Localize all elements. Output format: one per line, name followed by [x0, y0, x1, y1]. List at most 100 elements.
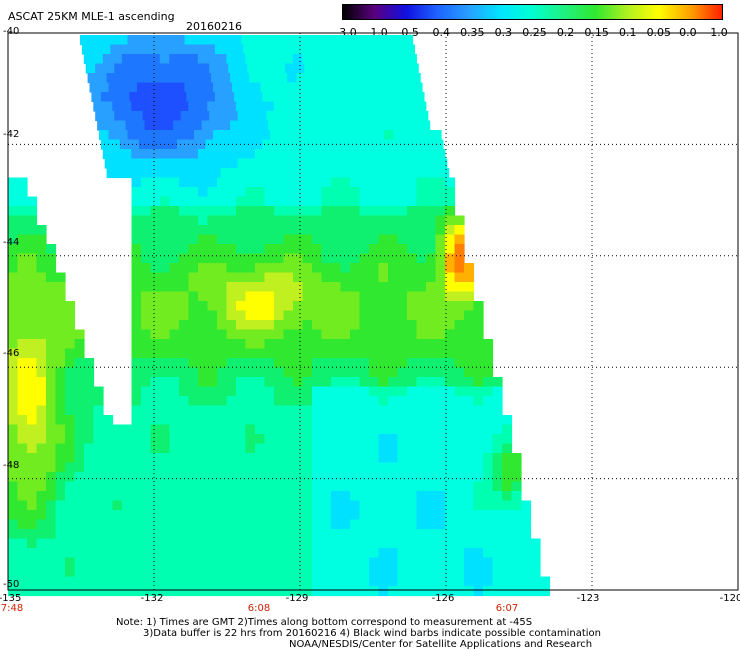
swath-cell	[46, 453, 57, 464]
swath-cell	[203, 82, 214, 93]
swath-cell	[264, 443, 275, 454]
swath-cell	[241, 130, 252, 141]
swath-cell	[36, 472, 47, 483]
swath-cell	[483, 519, 494, 530]
swath-cell	[350, 424, 361, 435]
swath-cell	[483, 415, 494, 426]
swath-cell	[350, 396, 361, 407]
swath-cell	[445, 453, 456, 464]
swath-cell	[17, 339, 28, 350]
swath-cell	[84, 358, 95, 369]
swath-cell	[156, 35, 167, 46]
swath-cell	[8, 177, 19, 188]
swath-cell	[255, 225, 266, 236]
swath-cell	[27, 510, 38, 521]
swath-cell	[435, 434, 446, 445]
swath-cell	[236, 310, 247, 321]
swath-cell	[74, 519, 85, 530]
swath-cell	[492, 481, 503, 492]
swath-cell	[55, 272, 66, 283]
swath-cell	[142, 111, 153, 122]
swath-cell	[264, 377, 275, 388]
swath-cell	[454, 415, 465, 426]
swath-cell	[311, 54, 322, 65]
swath-cell	[119, 92, 130, 103]
swath-cell	[327, 130, 338, 141]
swath-cell	[226, 424, 237, 435]
swath-cell	[369, 576, 380, 587]
swath-cell	[205, 44, 216, 55]
swath-cell	[406, 54, 417, 65]
swath-cell	[407, 377, 418, 388]
swath-cell	[179, 396, 190, 407]
swath-cell	[17, 424, 28, 435]
swath-cell	[195, 44, 206, 55]
swath-cell	[408, 63, 419, 74]
swath-cell	[374, 35, 385, 46]
swath-cell	[207, 434, 218, 445]
swath-cell	[198, 187, 209, 198]
swath-cell	[277, 120, 288, 131]
swath-cell	[163, 168, 174, 179]
swath-cell	[207, 196, 218, 207]
swath-cell	[273, 149, 284, 160]
swath-cell	[370, 63, 381, 74]
swath-cell	[388, 443, 399, 454]
lat-label-46: -46	[3, 348, 20, 359]
swath-cell	[502, 576, 513, 587]
swath-cell	[27, 576, 38, 587]
swath-cell	[388, 462, 399, 473]
swath-cell	[74, 453, 85, 464]
swath-cell	[103, 453, 114, 464]
swath-cell	[511, 500, 522, 511]
swath-cell	[141, 310, 152, 321]
swath-cell	[188, 538, 199, 549]
swath-cell	[93, 443, 104, 454]
swath-cell	[340, 491, 351, 502]
swath-cell	[228, 63, 239, 74]
swath-cell	[302, 206, 313, 217]
swath-cell	[27, 348, 38, 359]
swath-cell	[152, 111, 163, 122]
swath-cell	[131, 225, 142, 236]
swath-cell	[283, 101, 294, 112]
swath-cell	[283, 244, 294, 255]
swath-cell	[125, 73, 136, 84]
swath-cell	[175, 35, 186, 46]
swath-cell	[416, 491, 427, 502]
swath-cell	[245, 443, 256, 454]
swath-cell	[84, 557, 95, 568]
swath-cell	[380, 63, 391, 74]
swath-cell	[293, 434, 304, 445]
swath-cell	[160, 244, 171, 255]
swath-cell	[359, 177, 370, 188]
swath-cell	[350, 177, 361, 188]
swath-cell	[188, 225, 199, 236]
swath-cell	[141, 348, 152, 359]
swath-cell	[407, 510, 418, 521]
swath-cell	[112, 586, 123, 597]
swath-cell	[388, 177, 399, 188]
swath-cell	[27, 301, 38, 312]
swath-cell	[131, 310, 142, 321]
swath-cell	[254, 54, 265, 65]
swath-cell	[435, 472, 446, 483]
swath-cell	[369, 405, 380, 416]
swath-cell	[359, 405, 370, 416]
swath-cell	[141, 586, 152, 597]
swath-cell	[302, 529, 313, 540]
swath-cell	[397, 424, 408, 435]
swath-cell	[426, 462, 437, 473]
swath-cell	[454, 557, 465, 568]
swath-cell	[274, 548, 285, 559]
swath-cell	[293, 348, 304, 359]
swath-cell	[131, 291, 142, 302]
swath-cell	[349, 101, 360, 112]
swath-cell	[188, 472, 199, 483]
swath-cell	[150, 54, 161, 65]
swath-cell	[331, 434, 342, 445]
swath-cell	[274, 253, 285, 264]
swath-cell	[454, 320, 465, 331]
swath-cell	[217, 481, 228, 492]
swath-cell	[258, 120, 269, 131]
